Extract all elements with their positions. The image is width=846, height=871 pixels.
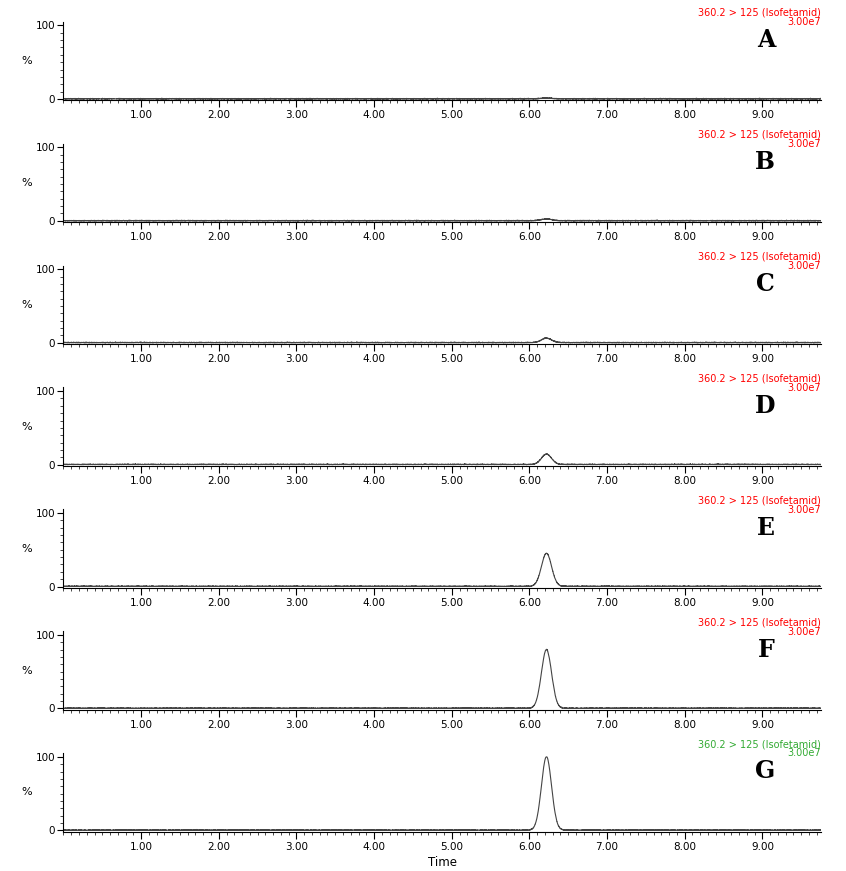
Text: 360.2 > 125 (Isofetamid): 360.2 > 125 (Isofetamid) xyxy=(698,8,821,17)
Text: G: G xyxy=(755,760,775,783)
X-axis label: Time: Time xyxy=(427,855,457,868)
Y-axis label: %: % xyxy=(22,544,32,554)
Text: 360.2 > 125 (Isofetamid): 360.2 > 125 (Isofetamid) xyxy=(698,252,821,261)
Text: 3.00e7: 3.00e7 xyxy=(787,748,821,759)
Y-axis label: %: % xyxy=(22,178,32,188)
Text: 360.2 > 125 (Isofetamid): 360.2 > 125 (Isofetamid) xyxy=(698,496,821,505)
Text: B: B xyxy=(755,150,775,174)
Y-axis label: %: % xyxy=(22,665,32,676)
Y-axis label: %: % xyxy=(22,422,32,432)
Text: 360.2 > 125 (Isofetamid): 360.2 > 125 (Isofetamid) xyxy=(698,374,821,383)
Y-axis label: %: % xyxy=(22,56,32,66)
Text: 3.00e7: 3.00e7 xyxy=(787,139,821,149)
Y-axis label: %: % xyxy=(22,300,32,310)
Text: 3.00e7: 3.00e7 xyxy=(787,382,821,393)
Text: 3.00e7: 3.00e7 xyxy=(787,17,821,27)
Text: 360.2 > 125 (Isofetamid): 360.2 > 125 (Isofetamid) xyxy=(698,618,821,627)
Text: C: C xyxy=(756,272,775,296)
Text: 360.2 > 125 (Isofetamid): 360.2 > 125 (Isofetamid) xyxy=(698,130,821,139)
Text: 3.00e7: 3.00e7 xyxy=(787,260,821,271)
Text: F: F xyxy=(758,638,775,662)
Y-axis label: %: % xyxy=(22,787,32,798)
Text: E: E xyxy=(757,516,775,540)
Text: D: D xyxy=(755,394,775,418)
Text: 3.00e7: 3.00e7 xyxy=(787,626,821,637)
Text: 360.2 > 125 (Isofetamid): 360.2 > 125 (Isofetamid) xyxy=(698,739,821,749)
Text: 3.00e7: 3.00e7 xyxy=(787,504,821,515)
Text: A: A xyxy=(757,28,775,52)
